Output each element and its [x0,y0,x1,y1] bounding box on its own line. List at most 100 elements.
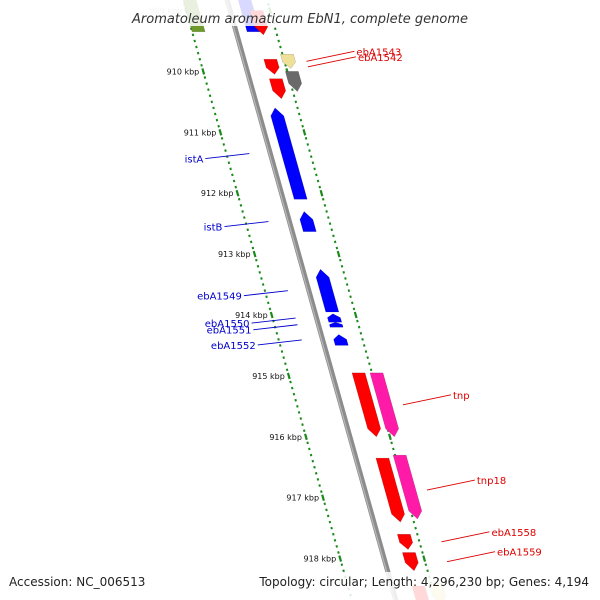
minor-tick-inner [231,173,234,177]
minor-tick-outer [364,350,368,353]
minor-tick-inner [210,100,214,104]
minor-tick-outer [277,39,280,43]
major-tick-outer [336,250,341,258]
minor-tick-outer [349,295,352,299]
scale-label: 910 kbp [167,67,200,76]
minor-tick-outer [357,325,361,329]
gene-label-istb: istB [204,223,223,234]
minor-tick-inner [289,380,292,384]
minor-tick-outer [296,106,299,110]
minor-tick-outer [335,246,339,250]
minor-tick-outer [280,51,284,55]
minor-tick-outer [340,264,344,268]
minor-tick-inner [243,216,246,219]
minor-tick-inner [198,57,202,61]
minor-tick-outer [318,185,322,189]
minor-tick-inner [249,240,253,244]
minor-tick-inner [323,502,327,506]
minor-tick-outer [291,88,294,92]
minor-tick-inner [232,179,236,183]
accession-text: Accession: NC_006513 [9,575,145,589]
scale-label: 915 kbp [252,372,285,381]
minor-tick-outer [309,155,313,159]
minor-tick-outer [284,63,287,67]
tnp-arrow [351,372,381,438]
minor-tick-inner [296,404,299,408]
minor-tick-inner [302,429,306,433]
eba1558-arrow [396,533,413,550]
minor-tick-inner [275,331,279,335]
minor-tick-inner [265,295,268,299]
scale-label: 913 kbp [218,250,251,259]
minor-tick-inner [261,283,265,286]
minor-tick-inner [318,484,321,487]
minor-tick-inner [217,124,220,128]
minor-tick-outer [332,234,335,238]
minor-tick-inner [280,350,284,353]
map-title: Aromatoleum aromaticum EbN1, complete ge… [131,12,468,27]
minor-tick-inner [340,563,344,567]
scale-label: 917 kbp [286,494,319,503]
minor-tick-inner [299,417,303,420]
minor-tick-outer [368,362,371,366]
minor-tick-inner [212,106,215,110]
minor-tick-outer [304,137,308,140]
minor-tick-inner [267,301,270,305]
leader-tnp [402,394,452,406]
major-tick-outer [319,189,324,197]
minor-tick-outer [333,240,337,244]
minor-tick-inner [337,551,340,554]
minor-tick-outer [311,161,315,165]
gene-label-tnp: tnp [453,391,470,402]
minor-tick-inner [278,344,282,347]
minor-tick-outer [419,545,423,548]
minor-tick-outer [392,447,395,451]
minor-tick-outer [417,538,421,542]
minor-tick-outer [424,563,428,567]
minor-tick-outer [321,197,325,201]
minor-tick-inner [294,398,297,402]
backbone-highlight [225,0,396,600]
major-tick-inner [201,68,206,75]
minor-tick-inner [297,411,301,414]
minor-tick-inner [311,459,315,463]
minor-tick-outer [279,45,282,49]
minor-tick-inner [333,538,337,542]
eba1550-arrow [327,313,343,323]
minor-tick-inner [207,88,210,92]
minor-tick-inner [282,356,285,360]
minor-tick-inner [316,478,320,481]
minor-tick-inner [222,143,226,146]
minor-tick-outer [366,356,369,360]
leader-eba1551 [253,324,298,331]
minor-tick-outer [351,301,354,305]
leader-eba1552 [257,339,302,346]
minor-tick-inner [326,514,330,518]
minor-tick-inner [292,392,296,396]
minor-tick-outer [274,27,277,31]
minor-tick-outer [421,551,424,554]
minor-tick-outer [315,173,318,177]
eba1551-arrow [329,322,344,328]
gene-label-eba1552: ebA1552 [211,341,256,352]
gene-14-arrow [369,372,399,438]
minor-tick-inner [325,508,328,512]
eba1542-arrow [263,58,280,75]
inner-tick-track [183,3,353,600]
gene-label-eba1559: ebA1559 [497,548,542,559]
minor-tick-outer [426,569,429,573]
minor-tick-outer [306,143,310,146]
minor-tick-outer [323,204,327,207]
minor-tick-outer [344,277,347,280]
leader-eba1550 [251,317,296,324]
minor-tick-inner [215,118,219,122]
minor-tick-outer [362,344,366,347]
minor-tick-inner [255,258,258,262]
minor-tick-inner [191,33,195,37]
minor-tick-inner [246,228,250,232]
minor-tick-inner [260,277,263,280]
major-tick-inner [218,129,223,136]
major-tick-outer [353,311,358,319]
ista-arrow [270,107,308,200]
